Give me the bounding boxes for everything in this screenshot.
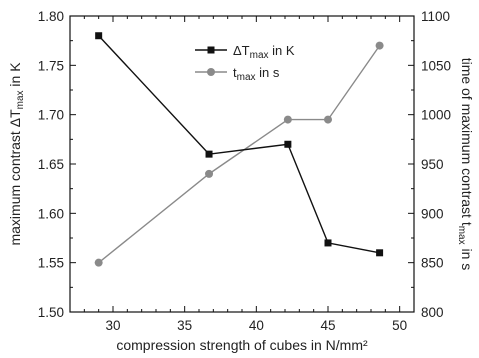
- legend-marker: [207, 46, 215, 54]
- x-tick-label: 30: [105, 318, 120, 333]
- x-tick-label: 50: [392, 318, 407, 333]
- x-tick-label: 40: [249, 318, 264, 333]
- right-y-tick-label: 800: [421, 305, 444, 320]
- legend: ΔTmax in K tmax in s: [195, 43, 295, 83]
- left-y-tick-label: 1.55: [38, 256, 64, 271]
- plot-area: 30 35 40 45 50 1.50 1.55 1.60 1.65 1.70 1.75 1.80 80…: [38, 9, 451, 333]
- data-point: [283, 115, 292, 124]
- legend-marker: [207, 68, 215, 76]
- left-y-axis-label: maximum contrast ΔTmax in K: [7, 62, 26, 246]
- right-y-tick-label: 1000: [421, 108, 451, 123]
- x-tick-label: 45: [320, 318, 335, 333]
- left-y-tick-label: 1.60: [38, 206, 64, 221]
- left-y-tick-label: 1.70: [38, 108, 64, 123]
- right-y-tick-label: 950: [421, 157, 444, 172]
- data-point: [376, 249, 384, 257]
- right-y-tick-label: 850: [421, 256, 444, 271]
- x-axis-label: compression strength of cubes in N/mm²: [116, 337, 368, 353]
- legend-label: tmax in s: [233, 65, 280, 83]
- x-tick-label: 35: [177, 318, 192, 333]
- legend-label: ΔTmax in K: [233, 43, 295, 61]
- data-point: [324, 239, 332, 247]
- right-y-tick-label: 1050: [421, 58, 451, 73]
- right-y-tick-label: 1100: [421, 9, 450, 24]
- right-y-axis-label: time of maximum contrast tmax in s: [456, 58, 475, 271]
- left-y-tick-label: 1.50: [38, 305, 64, 320]
- series-line: [98, 35, 380, 254]
- data-point: [205, 169, 214, 178]
- data-point: [205, 150, 213, 158]
- left-y-tick-label: 1.80: [38, 9, 64, 24]
- data-point: [375, 41, 384, 50]
- data-point: [284, 140, 292, 148]
- data-point: [95, 32, 103, 40]
- data-point: [94, 258, 103, 267]
- data-point: [324, 115, 332, 124]
- right-y-tick-label: 900: [421, 206, 444, 221]
- series-layer: [94, 32, 384, 267]
- left-y-tick-label: 1.75: [38, 58, 64, 73]
- left-y-tick-label: 1.65: [38, 157, 64, 172]
